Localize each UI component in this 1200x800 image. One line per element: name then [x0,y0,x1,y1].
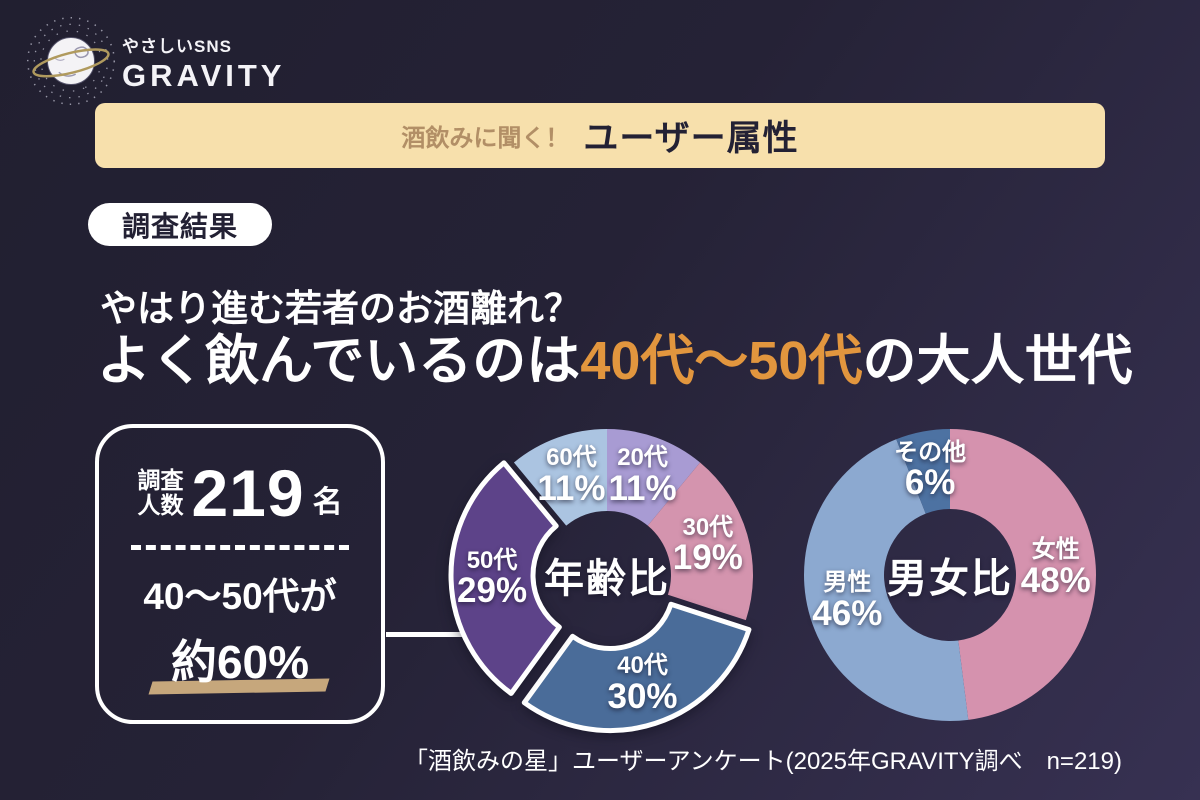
respondent-count-value: 219 [191,456,305,530]
headline-line1: やはり進む若者のお酒離れ？ [100,288,581,329]
slice-30s [647,462,753,621]
slice-male [804,439,969,721]
slice-name-60s: 60代 [546,444,597,472]
slice-pct-50s: 29% [457,571,528,610]
dashed-divider [131,544,349,550]
slice-name-20s: 20代 [617,444,668,472]
slice-name-30s: 30代 [682,513,734,541]
slice-pct-other: 6% [904,463,956,503]
gravity-logo: やさしいSNS GRAVITY [24,14,286,108]
slice-50s [448,460,562,696]
survey-result-badge: 調査結果 [88,203,273,246]
gender-ratio-chart: 女性 48% 男性 46% その他 6% 男女比 [780,405,1120,745]
slice-pct-40s: 30% [607,676,678,716]
slice-pct-female: 48% [1020,560,1091,600]
survey-summary-box: 調査 人数 219 名 40〜50代が 約60% [95,424,385,724]
slice-pct-60s: 11% [537,468,606,508]
section-banner: 酒飲みに聞く！ ユーザー属性 [95,103,1105,168]
gender-ratio-donut-svg [804,429,1096,721]
planet-doodle-icon [27,17,115,105]
slice-pct-male: 46% [812,593,883,633]
slice-label-60s: 60代 11% [537,444,606,508]
age-ratio-donut-svg [448,429,753,733]
age-ratio-chart: 20代 11% 30代 19% 40代 30% 50代 29% 60代 11% 年齢比 [437,405,777,745]
finding-line2: 約60% [170,635,310,688]
slice-label-female: 女性 48% [1020,536,1091,600]
age-ratio-center-title: 年齢比 [544,557,670,601]
respondent-count-label: 調査 人数 [137,466,184,520]
slice-40s [521,601,752,733]
slice-name-other: その他 [894,438,967,466]
respondent-count-label-line1: 調査 [137,466,184,493]
finding-line1: 40〜50代が [143,575,337,617]
slice-name-40s: 40代 [617,652,668,680]
slice-label-40s: 40代 30% [607,652,678,716]
slice-60s [513,429,607,526]
logo-brand: GRAVITY [122,58,286,93]
slice-label-30s: 30代 19% [672,513,743,578]
respondent-count-label-line2: 人数 [137,492,184,519]
banner-title: ユーザー属性 [583,119,799,158]
headline-line2-suffix: の大人世代 [862,331,1133,391]
headline-line2-prefix: よく飲んでいるのは [97,331,581,391]
logo-subtitle: やさしいSNS [122,37,232,56]
slice-other [896,429,950,514]
finding-line2-wrap: 約60% [145,626,335,695]
respondent-count-row: 調査 人数 219 名 [99,456,381,530]
headline-line2: よく飲んでいるのは40代〜50代の大人世代 [97,316,1132,395]
slice-label-other: その他 6% [894,438,967,503]
banner-prefix: 酒飲みに聞く！ [401,125,570,152]
gender-ratio-center-title: 男女比 [887,557,1013,601]
slice-label-male: 男性 46% [812,569,883,633]
slice-name-female: 女性 [1031,536,1080,564]
slice-name-male: 男性 [823,569,872,597]
slice-20s [607,429,701,526]
headline-line2-highlight: 40代〜50代 [580,331,863,391]
slice-label-50s: 50代 29% [457,546,528,610]
source-caption: 「酒飲みの星」ユーザーアンケート(2025年GRAVITY調べ n=219) [404,748,1122,775]
slice-label-20s: 20代 11% [608,444,677,508]
slice-pct-20s: 11% [608,468,677,508]
slice-pct-30s: 19% [672,538,743,578]
slice-name-50s: 50代 [466,546,518,574]
slice-female [950,429,1096,720]
respondent-count-unit: 名 [312,485,343,519]
connector-line [386,632,474,637]
